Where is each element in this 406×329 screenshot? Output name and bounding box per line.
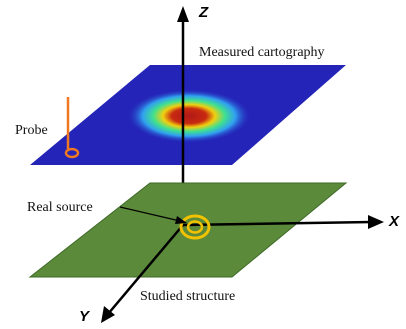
y-axis-label: Y (79, 308, 91, 325)
y-axis-line (107, 224, 184, 315)
x-axis-arrowhead (368, 215, 384, 229)
real-source-pointer-head (175, 216, 187, 224)
studied-structure-label: Studied structure (140, 289, 235, 304)
real-source-icon (179, 214, 211, 240)
x-axis-line (182, 220, 373, 227)
real-source-label: Real source (27, 200, 93, 215)
x-axis-label: X (388, 213, 400, 230)
z-axis-arrowhead (177, 6, 189, 22)
probe-label: Probe (15, 123, 48, 138)
z-axis-label: Z (198, 4, 209, 21)
real-source-inner-ring (186, 220, 204, 234)
measured-cartography-label: Measured cartography (199, 45, 325, 60)
probe-loop (64, 147, 80, 159)
real-source-pointer (119, 206, 181, 222)
y-axis-arrowhead (101, 306, 115, 323)
field-hotspot (127, 89, 251, 143)
